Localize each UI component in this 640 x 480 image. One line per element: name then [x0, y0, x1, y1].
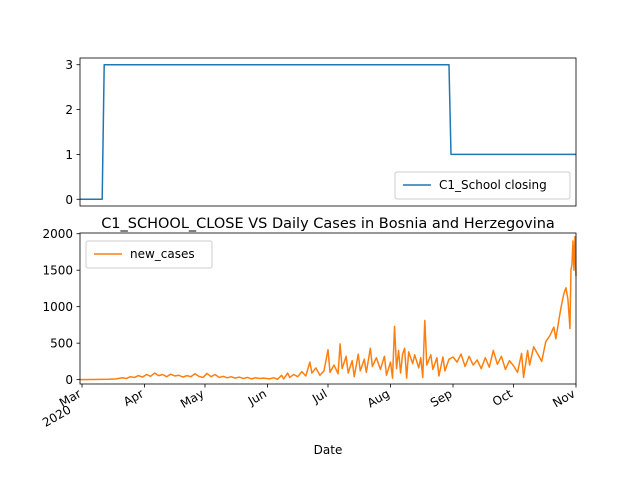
top-legend-box [394, 171, 571, 200]
bottom-legend: new_cases [85, 240, 213, 269]
bottom-ytick-label-2: 1000 [42, 300, 73, 314]
top-ytick-label-3: 3 [65, 58, 73, 72]
bottom-series-line-0 [79, 235, 577, 381]
bottom-legend-box [85, 240, 213, 269]
top-ytick-label-1: 1 [65, 148, 73, 162]
top-series-line-0 [80, 63, 576, 201]
top-ytick-label-0: 0 [65, 193, 73, 207]
bottom-ytick-label-3: 1500 [42, 264, 73, 278]
bottom-ytick-label-1: 500 [50, 337, 73, 351]
chart-title: C1_SCHOOL_CLOSE VS Daily Cases in Bosnia… [101, 216, 555, 232]
top-legend: C1_School closing [394, 171, 571, 200]
top-subplot: 0 1 2 3 C1_School closing [65, 57, 577, 207]
bottom-ytick-label-4: 2000 [42, 227, 73, 241]
top-series-group [80, 63, 576, 201]
bottom-legend-label: new_cases [130, 247, 195, 261]
x-axis-label: Date [314, 443, 343, 457]
xtick-label-4: Jul [309, 386, 329, 406]
top-axes-frame [79, 57, 577, 207]
top-legend-label: C1_School closing [439, 178, 547, 192]
top-ytick-label-2: 2 [65, 103, 73, 117]
bottom-series-group [79, 235, 577, 381]
top-yticks: 0 1 2 3 [65, 58, 80, 207]
bottom-yticks: 0 500 1000 1500 2000 [42, 227, 80, 387]
bottom-ytick-label-0: 0 [65, 373, 73, 387]
